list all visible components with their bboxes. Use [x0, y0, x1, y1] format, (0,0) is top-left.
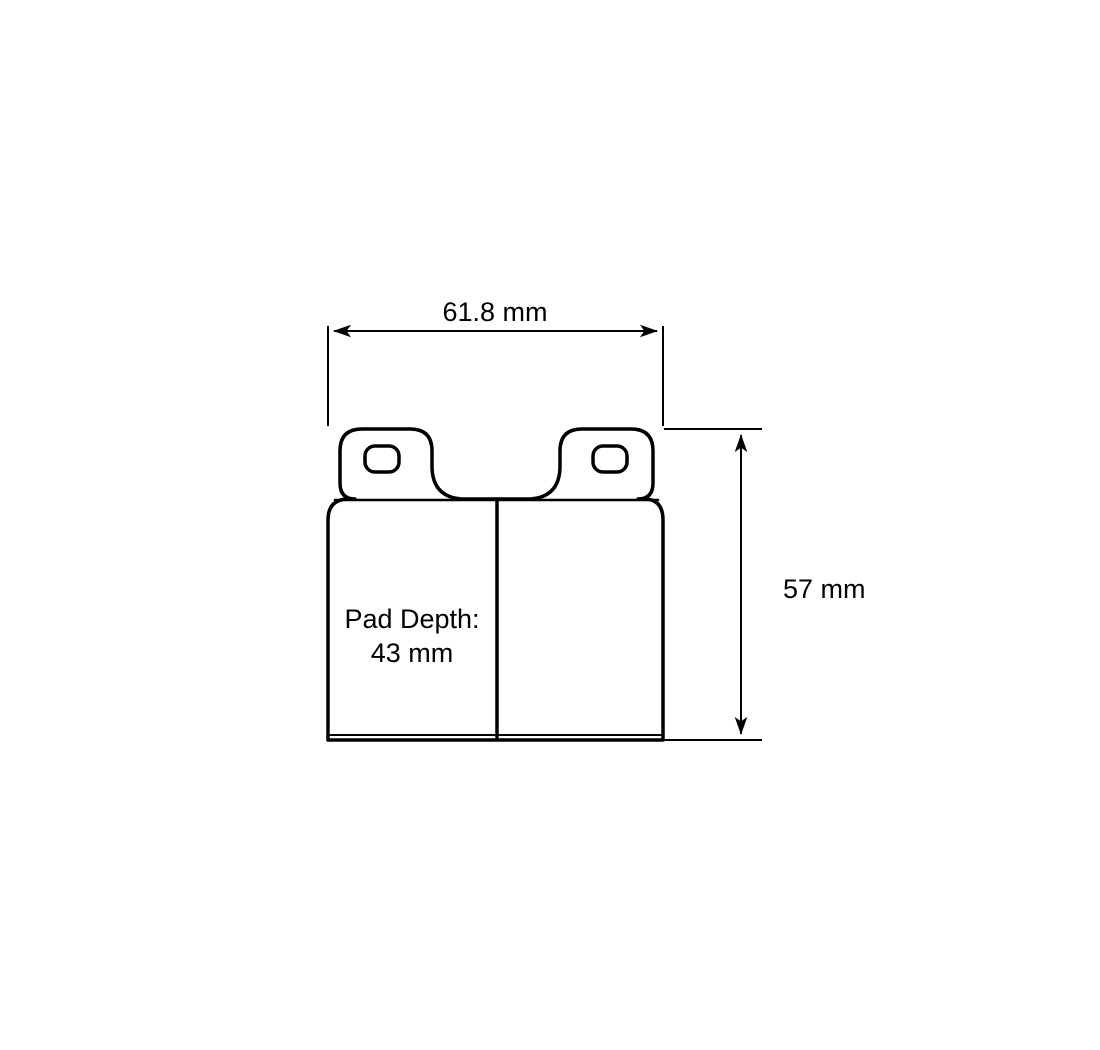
pad-depth-label-line1: Pad Depth:: [344, 604, 479, 634]
width-dimension: [328, 326, 663, 426]
brake-pad-outline: [328, 429, 663, 740]
technical-drawing: 61.8 mm 57 mm Pad Depth: 43 mm: [0, 0, 1100, 1050]
height-dimension: [664, 429, 762, 740]
pad-depth-label-line2: 43 mm: [371, 638, 454, 668]
height-dimension-value: 57 mm: [783, 574, 866, 604]
width-dimension-value: 61.8 mm: [442, 297, 547, 327]
